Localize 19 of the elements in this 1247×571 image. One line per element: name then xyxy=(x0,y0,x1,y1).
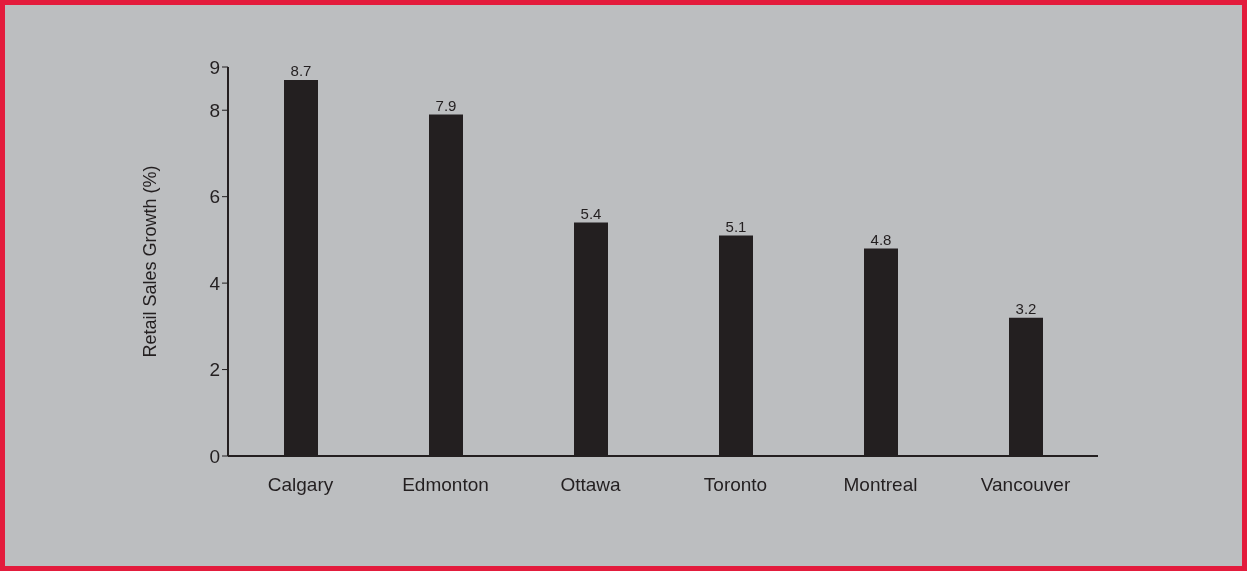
y-axis-title: Retail Sales Growth (%) xyxy=(140,165,161,358)
data-label: 5.1 xyxy=(725,217,747,235)
data-label: 3.2 xyxy=(1015,299,1037,317)
y-tick-label: 0 xyxy=(209,445,220,467)
data-label: 4.8 xyxy=(870,230,892,248)
data-label: 7.9 xyxy=(435,96,457,114)
x-tick-label: Edmonton xyxy=(402,474,489,496)
x-tick-label: Ottawa xyxy=(560,474,622,496)
y-tick-label: 9 xyxy=(209,56,220,78)
y-tick-label: 8 xyxy=(209,99,220,121)
x-tick-label: Calgary xyxy=(267,474,334,496)
y-tick-label: 2 xyxy=(209,359,220,381)
y-tick-label: 6 xyxy=(209,186,220,208)
x-tick-label: Montreal xyxy=(843,474,918,496)
data-label: 8.7 xyxy=(290,61,312,79)
x-tick-label: Vancouver xyxy=(980,474,1071,496)
y-tick-label: 4 xyxy=(209,272,221,294)
data-label: 5.4 xyxy=(580,204,602,222)
x-tick-label: Toronto xyxy=(703,474,768,496)
